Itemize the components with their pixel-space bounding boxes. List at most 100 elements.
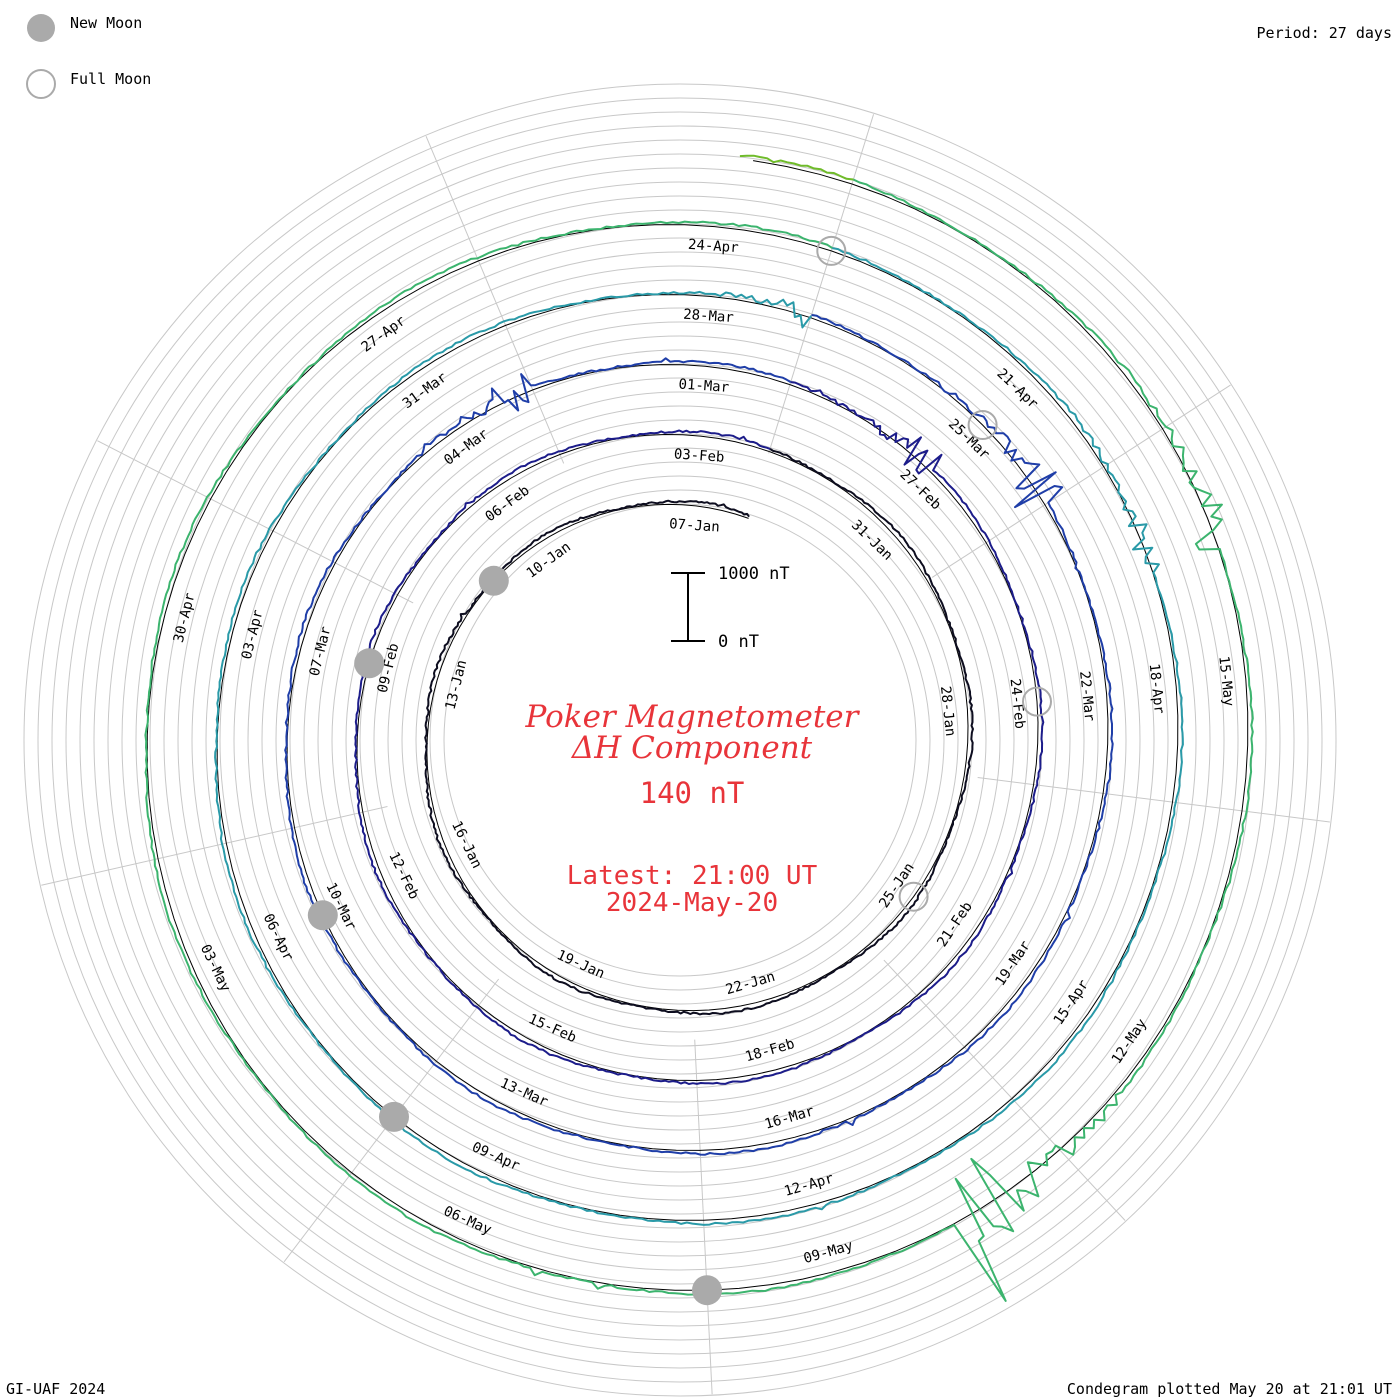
baseline-spiral bbox=[356, 384, 1039, 1082]
date-label: 16-Jan bbox=[448, 819, 485, 871]
date-label: 15-Feb bbox=[526, 1011, 579, 1046]
date-label: 31-Mar bbox=[400, 369, 450, 412]
grid-spoke bbox=[883, 959, 1126, 1221]
latest-value: 140 nT bbox=[640, 776, 745, 810]
grid-spoke bbox=[425, 136, 565, 464]
data-traces bbox=[144, 154, 1254, 1302]
date-label: 16-Mar bbox=[763, 1103, 816, 1132]
grid-ring bbox=[191, 251, 1169, 1229]
date-label: 09-May bbox=[802, 1238, 855, 1267]
grid-ring bbox=[93, 153, 1267, 1327]
date-label: 07-Jan bbox=[669, 516, 721, 535]
grid-ring bbox=[345, 405, 1015, 1075]
full-moon-marker bbox=[1022, 686, 1052, 717]
new-moon-marker bbox=[307, 900, 338, 931]
date-label: 18-Feb bbox=[743, 1036, 796, 1065]
rotation-trace-6 bbox=[739, 154, 854, 181]
scale-bar: 1000 nT 0 nT bbox=[671, 564, 790, 652]
full-moon-marker bbox=[816, 235, 847, 266]
date-label: 24-Feb bbox=[1006, 678, 1027, 730]
grid-ring bbox=[65, 125, 1295, 1355]
date-label: 03-Apr bbox=[239, 608, 267, 661]
latest-date: 2024-May-20 bbox=[606, 888, 778, 918]
full-moon-marker bbox=[967, 410, 998, 440]
date-label: 09-Apr bbox=[469, 1139, 522, 1174]
date-label: 24-Apr bbox=[688, 237, 740, 256]
baseline-spiral bbox=[216, 250, 1179, 1221]
grid-ring bbox=[261, 321, 1099, 1159]
date-label: 13-Mar bbox=[498, 1075, 551, 1110]
date-label: 25-Jan bbox=[876, 860, 917, 911]
grid-ring bbox=[135, 195, 1225, 1285]
latest-time: Latest: 21:00 UT bbox=[567, 861, 818, 891]
new-moon-legend-icon bbox=[27, 14, 55, 42]
date-label: 12-Apr bbox=[782, 1171, 835, 1200]
date-label: 19-Mar bbox=[992, 938, 1033, 989]
grid-spoke bbox=[41, 806, 388, 886]
rotation-trace-2 bbox=[354, 381, 1045, 1085]
new-moon-marker bbox=[379, 1101, 409, 1132]
rotation-trace-3 bbox=[284, 314, 1114, 1156]
grid-ring bbox=[219, 279, 1141, 1201]
grid-ring bbox=[121, 181, 1239, 1299]
grid-ring bbox=[79, 139, 1281, 1341]
date-label: 03-Feb bbox=[673, 446, 725, 465]
full-moon-label: Full Moon bbox=[70, 70, 151, 88]
rotation-trace-1 bbox=[424, 448, 974, 1016]
grid-ring bbox=[359, 419, 1001, 1061]
grid-spoke bbox=[931, 384, 1231, 578]
grid-spoke bbox=[97, 440, 414, 604]
grid-ring bbox=[289, 349, 1071, 1131]
date-label: 15-Apr bbox=[1051, 977, 1092, 1028]
grid-ring bbox=[429, 489, 931, 991]
grid-ring bbox=[51, 111, 1309, 1369]
new-moon-label: New Moon bbox=[70, 14, 142, 32]
scale-bottom-label: 0 nT bbox=[718, 632, 759, 652]
grid-ring bbox=[303, 363, 1057, 1117]
chart-title-line1: Poker Magnetometer bbox=[525, 699, 861, 735]
date-label: 28-Jan bbox=[937, 685, 958, 737]
date-label: 30-Apr bbox=[171, 591, 199, 644]
grid-ring bbox=[331, 391, 1029, 1089]
date-label: 13-Jan bbox=[443, 658, 471, 711]
chart-title-line2: ΔH Component bbox=[571, 730, 813, 766]
grid-spoke bbox=[694, 1039, 713, 1395]
grid-ring bbox=[443, 503, 917, 977]
date-label: 15-May bbox=[1215, 655, 1236, 707]
scale-top-label: 1000 nT bbox=[718, 564, 790, 584]
baseline-spiral bbox=[286, 317, 1109, 1151]
grid-ring bbox=[163, 223, 1197, 1257]
full-moon-legend-icon bbox=[26, 69, 56, 99]
grid-ring bbox=[149, 209, 1211, 1271]
date-label: 28-Mar bbox=[683, 307, 735, 326]
date-label: 18-Apr bbox=[1146, 663, 1167, 715]
date-label: 21-Feb bbox=[934, 899, 975, 950]
date-label: 22-Mar bbox=[1076, 670, 1097, 722]
date-label: 06-Feb bbox=[482, 483, 532, 526]
new-moon-marker bbox=[354, 648, 385, 679]
new-moon-marker bbox=[478, 565, 509, 596]
baseline-spiral bbox=[753, 160, 853, 185]
footer-right: Condegram plotted May 20 at 21:01 UT bbox=[1067, 1380, 1392, 1398]
date-label: 06-May bbox=[441, 1203, 494, 1238]
date-label: 22-Jan bbox=[724, 969, 777, 998]
new-moon-marker bbox=[692, 1275, 722, 1306]
period-text: Period: 27 days bbox=[1257, 24, 1392, 42]
grid-spoke bbox=[768, 114, 875, 454]
grid-ring bbox=[373, 433, 987, 1047]
grid-ring bbox=[205, 265, 1155, 1215]
footer-left: GI-UAF 2024 bbox=[6, 1380, 105, 1398]
date-label: 07-Mar bbox=[307, 625, 335, 678]
rotation-trace-5 bbox=[144, 178, 1254, 1302]
grid-ring bbox=[37, 97, 1323, 1383]
grid-ring bbox=[23, 83, 1337, 1397]
grid-ring bbox=[415, 475, 945, 1005]
baseline-spiral bbox=[426, 451, 969, 1012]
full-moon-marker bbox=[898, 881, 929, 912]
moon-markers bbox=[307, 235, 1052, 1306]
grid-ring bbox=[275, 335, 1085, 1145]
grid-ring bbox=[401, 461, 959, 1019]
date-label: 31-Jan bbox=[848, 517, 896, 564]
date-label: 01-Mar bbox=[678, 376, 730, 395]
